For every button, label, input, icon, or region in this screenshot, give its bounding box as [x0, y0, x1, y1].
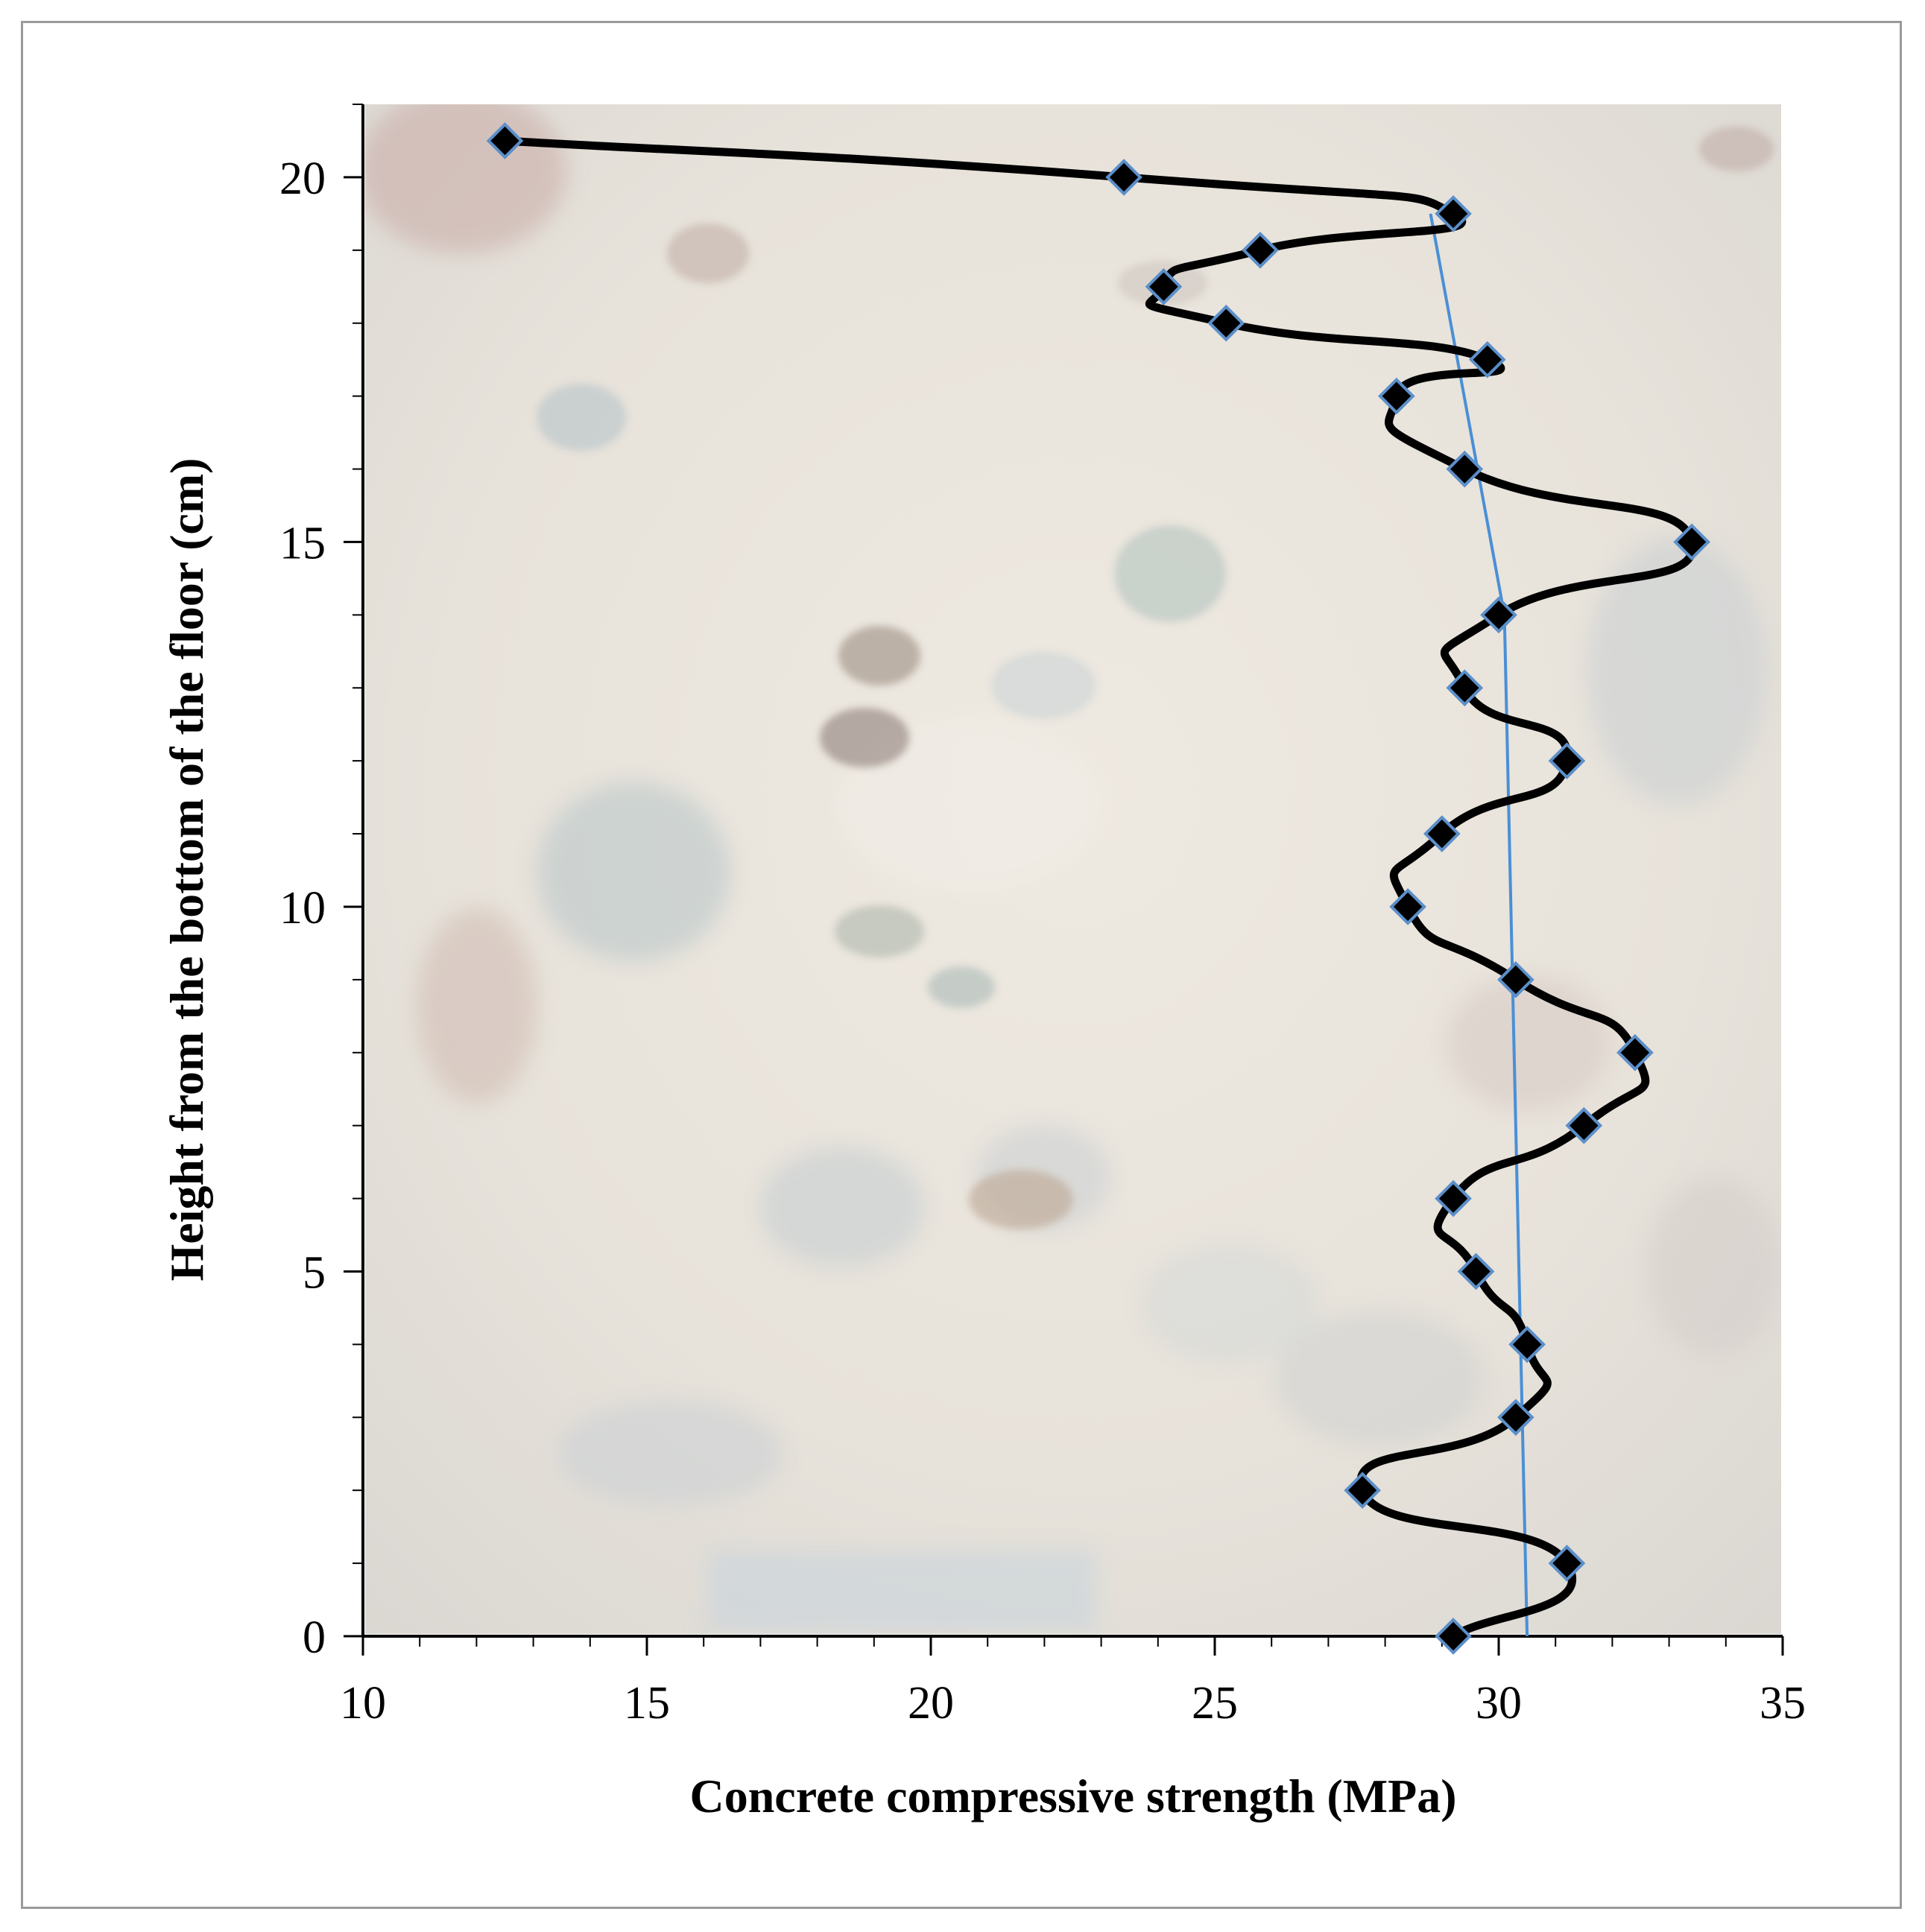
data-point-marker	[486, 122, 524, 159]
x-tick-labels: 10 15 20 25 30 35	[340, 1678, 1806, 1729]
data-point-marker	[1497, 1399, 1534, 1437]
data-point-marker	[1446, 450, 1484, 488]
data-point-marker	[1565, 1106, 1603, 1144]
x-tick-label: 25	[1192, 1678, 1238, 1729]
data-point-marker	[1207, 304, 1245, 342]
y-tick-label: 0	[303, 1612, 326, 1663]
concrete-photo-background	[365, 104, 1781, 1634]
marker-layer	[486, 122, 1710, 1655]
data-point-marker	[1344, 1472, 1381, 1510]
data-point-marker	[1480, 596, 1517, 634]
data-point-marker	[1497, 961, 1534, 998]
y-axis-title: Height from the bottom of the floor (cm)	[160, 458, 213, 1282]
y-tick-label: 5	[303, 1247, 326, 1298]
y-tick-label: 15	[279, 518, 326, 568]
x-tick-label: 10	[340, 1678, 386, 1729]
data-point-marker	[1145, 267, 1183, 305]
data-point-marker	[1616, 1033, 1654, 1071]
data-point-marker	[1435, 1618, 1472, 1655]
data-point-marker	[1242, 231, 1279, 269]
data-point-marker	[1548, 1545, 1586, 1582]
data-point-marker	[1457, 1252, 1495, 1290]
x-axis-title: Concrete compressive strength (MPa)	[689, 1770, 1456, 1822]
major-ticks	[344, 176, 1784, 1656]
x-tick-label: 15	[624, 1678, 670, 1729]
y-tick-label: 20	[279, 153, 326, 204]
data-point-marker	[1468, 341, 1506, 379]
data-point-marker	[1423, 815, 1461, 852]
data-point-marker	[1435, 195, 1472, 232]
data-point-marker	[1105, 159, 1142, 196]
x-tick-label: 35	[1760, 1678, 1806, 1729]
data-point-marker	[1508, 1326, 1546, 1364]
x-tick-label: 20	[908, 1678, 954, 1729]
data-point-marker	[1389, 888, 1426, 925]
data-point-marker	[1548, 742, 1586, 779]
data-point-marker	[1435, 1179, 1472, 1217]
data-point-marker	[1446, 669, 1484, 707]
data-point-marker	[1378, 377, 1415, 415]
data-point-marker	[1673, 523, 1710, 561]
y-tick-labels: 0 5 10 15 20	[279, 153, 326, 1663]
y-tick-label: 10	[279, 883, 326, 934]
minor-ticks	[353, 104, 1727, 1647]
x-tick-label: 30	[1476, 1678, 1522, 1729]
